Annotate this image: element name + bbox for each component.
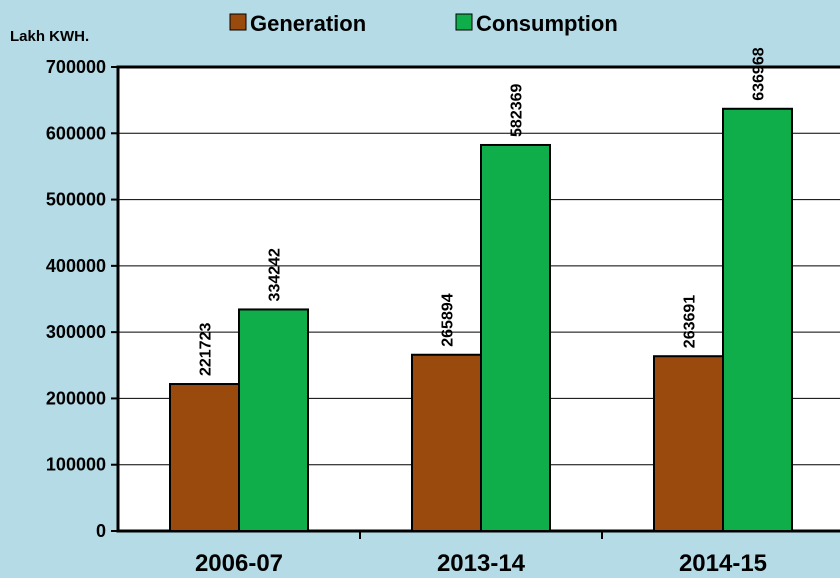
legend-swatch-consumption (455, 13, 473, 31)
x-tick-label: 2006-07 (195, 550, 283, 577)
unit-label: Lakh KWH. (10, 28, 89, 45)
legend: Generation Consumption (229, 11, 618, 36)
y-tick-label: 500000 (46, 190, 106, 210)
bars (169, 107, 793, 533)
legend-swatch-generation (229, 13, 247, 31)
y-axis: 0 100000 200000 300000 400000 500000 600000 700… (46, 57, 118, 541)
y-tick-label: 0 (96, 521, 106, 541)
data-label: 221723 (198, 323, 215, 376)
bar-generation (169, 383, 240, 532)
bar-consumption (480, 143, 551, 533)
bar-generation (411, 353, 482, 533)
x-axis: 2006-07 2013-14 2014-15 (195, 531, 767, 577)
y-tick-label: 300000 (46, 322, 106, 342)
data-label: 636968 (751, 47, 768, 100)
x-tick-label: 2013-14 (437, 550, 526, 577)
legend-label-consumption: Consumption (476, 11, 618, 36)
y-tick-label: 100000 (46, 455, 106, 475)
bar-consumption (722, 107, 793, 532)
data-label: 582369 (509, 83, 526, 136)
data-label: 265894 (440, 293, 457, 346)
data-labels: 221723 334242 265894 582369 263691 636968 (198, 47, 768, 376)
y-tick-label: 200000 (46, 388, 106, 408)
x-tick-label: 2014-15 (679, 550, 767, 577)
legend-label-generation: Generation (250, 11, 366, 36)
bar-generation (653, 355, 724, 532)
y-tick-label: 600000 (46, 123, 106, 143)
y-tick-label: 400000 (46, 256, 106, 276)
bar-consumption (238, 308, 309, 533)
data-label: 334242 (267, 248, 284, 301)
y-tick-label: 700000 (46, 57, 106, 77)
data-label: 263691 (682, 295, 699, 348)
